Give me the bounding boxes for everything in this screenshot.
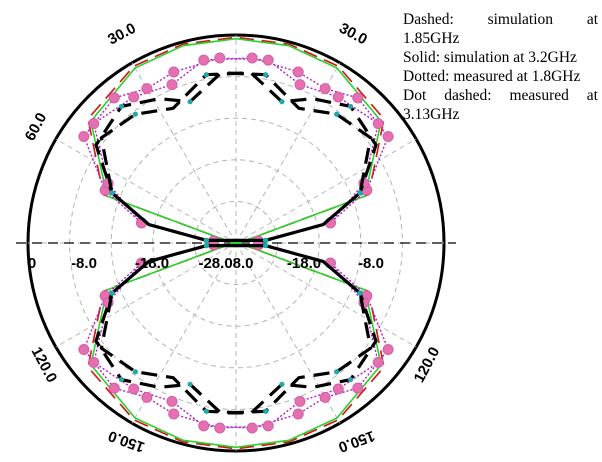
data-point bbox=[141, 391, 153, 403]
data-point bbox=[141, 83, 153, 95]
data-point bbox=[279, 381, 285, 387]
data-point bbox=[292, 66, 304, 78]
angle-label-0: 0 bbox=[28, 255, 36, 272]
data-point bbox=[263, 72, 269, 78]
data-point bbox=[109, 190, 115, 196]
data-point bbox=[347, 103, 354, 110]
data-point bbox=[168, 66, 180, 78]
data-point bbox=[168, 408, 180, 420]
angle-label-150-right: 150.0 bbox=[336, 427, 377, 456]
data-point bbox=[214, 52, 226, 64]
data-point bbox=[109, 290, 115, 296]
data-point bbox=[187, 381, 193, 387]
series-layer bbox=[78, 36, 394, 450]
data-point bbox=[108, 92, 120, 104]
axis-labels: -8.0 -18.0 -28.08.0 -18.0 -8.0 0 30.0 30… bbox=[22, 20, 444, 456]
data-point bbox=[332, 91, 344, 103]
tick-label: -18.0 bbox=[135, 255, 169, 272]
data-point bbox=[246, 422, 258, 434]
tick-label: -18.0 bbox=[287, 255, 321, 272]
grid-spoke bbox=[55, 242, 237, 348]
data-point bbox=[262, 420, 274, 432]
data-point bbox=[263, 237, 269, 244]
data-point bbox=[292, 408, 304, 420]
data-point bbox=[78, 130, 90, 142]
data-point bbox=[246, 52, 258, 64]
series-line-solid bbox=[90, 242, 382, 449]
data-point bbox=[203, 242, 209, 249]
angle-label-150-left: 150.0 bbox=[106, 427, 147, 456]
legend-item-dot-dashed: Dot dashed: measured at 3.13GHz bbox=[403, 87, 598, 123]
data-point bbox=[319, 83, 331, 95]
data-point bbox=[108, 382, 120, 394]
data-point bbox=[352, 382, 364, 394]
data-point bbox=[118, 103, 125, 110]
tick-label: -8.0 bbox=[71, 255, 97, 272]
data-point bbox=[187, 99, 193, 105]
data-point bbox=[198, 420, 210, 432]
data-point bbox=[372, 356, 384, 368]
data-point bbox=[352, 92, 364, 104]
data-point bbox=[203, 72, 209, 78]
data-point bbox=[263, 242, 269, 249]
data-point bbox=[118, 376, 125, 383]
data-point bbox=[88, 118, 100, 130]
legend-item-dotted: Dotted: measured at 1.8GHz bbox=[403, 68, 581, 85]
data-point bbox=[357, 190, 363, 196]
legend-item-solid: Solid: simulation at 3.2GHz bbox=[403, 49, 577, 66]
legend-item-dashed: Dashed: simulation at 1.85GHz bbox=[403, 11, 598, 47]
data-point bbox=[332, 383, 344, 395]
data-point bbox=[262, 54, 274, 66]
data-point bbox=[319, 391, 331, 403]
data-point bbox=[198, 54, 210, 66]
data-point bbox=[214, 422, 226, 434]
data-point bbox=[279, 99, 285, 105]
data-point bbox=[382, 344, 394, 356]
data-point bbox=[203, 408, 209, 414]
data-point bbox=[294, 395, 306, 407]
data-point bbox=[88, 356, 100, 368]
data-point bbox=[203, 237, 209, 244]
angle-label-30-left: 30.0 bbox=[105, 20, 139, 49]
data-point bbox=[263, 408, 269, 414]
tick-label: -28.08.0 bbox=[198, 255, 253, 272]
data-point bbox=[357, 290, 363, 296]
data-point bbox=[166, 79, 178, 91]
angle-label-30-right: 30.0 bbox=[336, 20, 370, 49]
data-point bbox=[128, 383, 140, 395]
data-point bbox=[334, 111, 340, 117]
data-point bbox=[334, 369, 340, 375]
angle-label-120: 120.0 bbox=[28, 344, 61, 385]
angle-label-60: 60.0 bbox=[22, 110, 51, 144]
tick-label: -8.0 bbox=[358, 255, 384, 272]
data-point bbox=[347, 376, 354, 383]
data-point bbox=[372, 118, 384, 130]
data-point bbox=[78, 344, 90, 356]
data-point bbox=[166, 395, 178, 407]
grid-spoke bbox=[55, 138, 237, 244]
grid-spoke bbox=[235, 242, 417, 348]
data-point bbox=[132, 369, 138, 375]
data-point bbox=[294, 79, 306, 91]
legend: Dashed: simulation at 1.85GHz Solid: sim… bbox=[403, 10, 598, 124]
data-point bbox=[382, 130, 394, 142]
data-point bbox=[132, 111, 138, 117]
data-point bbox=[128, 91, 140, 103]
grid-spoke bbox=[235, 138, 417, 244]
